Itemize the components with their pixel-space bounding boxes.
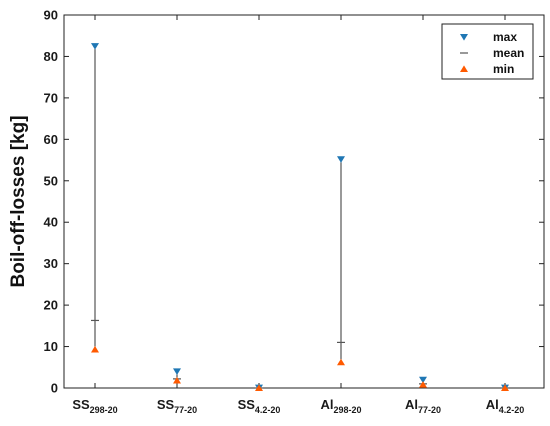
y-tick-label: 0 xyxy=(51,381,58,396)
max-marker xyxy=(91,43,99,50)
x-tick-label-main: SS xyxy=(72,397,90,412)
x-tick-label-main: Al xyxy=(486,397,499,412)
y-tick-label: 50 xyxy=(44,173,58,188)
x-tick-label: Al77-20 xyxy=(405,397,441,415)
y-tick-label: 10 xyxy=(44,339,58,354)
legend-label: max xyxy=(493,30,517,44)
x-tick-label: SS298-20 xyxy=(72,397,117,415)
x-tick-label-main: Al xyxy=(320,397,333,412)
x-tick-label-main: Al xyxy=(405,397,418,412)
x-tick-label-sub: 77-20 xyxy=(418,405,441,415)
x-tick-label: SS4.2-20 xyxy=(238,397,281,415)
y-tick-label: 40 xyxy=(44,215,58,230)
x-tick-label: SS77-20 xyxy=(157,397,197,415)
x-tick-label-sub: 4.2-20 xyxy=(499,405,525,415)
legend-label: mean xyxy=(493,46,524,60)
x-tick-label: Al298-20 xyxy=(320,397,361,415)
legend-box xyxy=(441,23,534,80)
max-marker xyxy=(337,156,345,163)
y-tick-label: 60 xyxy=(44,132,58,147)
min-marker xyxy=(173,376,181,384)
y-tick-label: 30 xyxy=(44,256,58,271)
x-tick-label-sub: 77-20 xyxy=(174,405,197,415)
y-tick-label: 70 xyxy=(44,90,58,105)
legend-label: min xyxy=(493,62,514,76)
max-marker xyxy=(173,368,181,376)
x-tick-label-sub: 298-20 xyxy=(333,405,361,415)
x-tick-label: Al4.2-20 xyxy=(486,397,525,415)
x-tick-label-main: SS xyxy=(157,397,175,412)
legend-min-marker xyxy=(460,65,468,72)
y-axis-label: Boil-off-losses [kg] xyxy=(8,115,29,287)
max-marker xyxy=(419,376,427,384)
y-tick-label: 20 xyxy=(44,298,58,313)
y-axis: 0 10 20 30 40 50 60 70 80 90 xyxy=(44,8,544,396)
data-marks xyxy=(91,43,509,392)
min-marker xyxy=(501,384,509,391)
x-axis: SS298-20 SS77-20 SS4.2-20 Al298-20 Al77-20 Al… xyxy=(72,15,524,415)
x-tick-label-sub: 298-20 xyxy=(90,405,118,415)
x-tick-label-sub: 4.2-20 xyxy=(255,405,281,415)
legend: max mean min xyxy=(441,23,534,80)
y-tick-label: 90 xyxy=(44,8,58,23)
min-marker xyxy=(255,384,263,391)
min-marker xyxy=(419,381,427,388)
min-marker xyxy=(337,358,345,366)
legend-max-marker xyxy=(460,34,468,41)
min-marker xyxy=(91,345,99,353)
x-tick-label-main: SS xyxy=(238,397,256,412)
y-tick-label: 80 xyxy=(44,49,58,64)
